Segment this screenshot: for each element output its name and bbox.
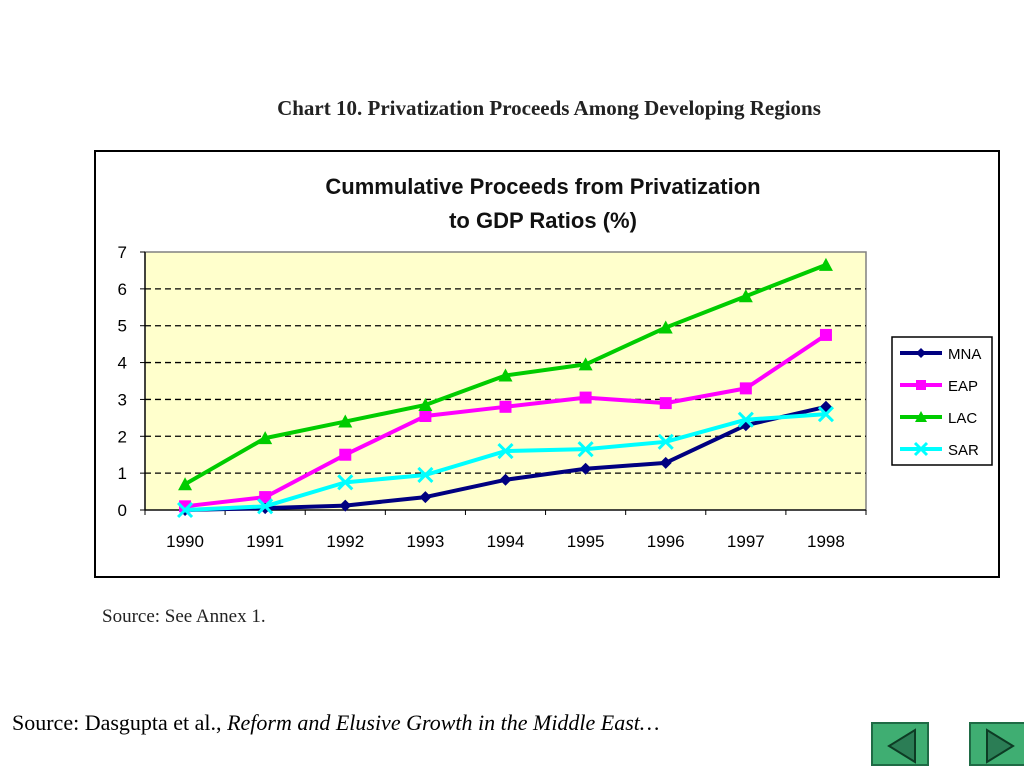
data-point-lac <box>178 477 193 491</box>
data-point-lac <box>418 397 433 411</box>
data-point-eap <box>259 491 272 504</box>
y-tick-label: 7 <box>118 243 127 262</box>
data-point-lac <box>818 257 833 271</box>
data-point-sar <box>497 442 514 460</box>
next-slide-button[interactable] <box>969 722 1024 766</box>
legend <box>891 336 993 466</box>
data-point-sar <box>737 411 754 428</box>
data-point-mna <box>499 473 512 486</box>
data-point-lac <box>338 414 353 428</box>
y-tick-label: 1 <box>118 464 127 483</box>
data-point-sar <box>337 474 354 491</box>
previous-slide-button[interactable] <box>871 722 929 766</box>
footer-citation-title: Reform and Elusive Growth in the Middle … <box>227 710 660 735</box>
data-point-lac <box>658 320 673 334</box>
data-point-sar <box>176 501 194 519</box>
x-tick-label: 1994 <box>487 532 525 551</box>
data-point-eap <box>659 397 672 410</box>
legend-marker-mna <box>916 348 926 358</box>
y-tick-label: 6 <box>118 280 127 299</box>
data-point-eap <box>499 400 512 413</box>
x-tick-label: 1996 <box>647 532 685 551</box>
y-tick-label: 4 <box>118 354 127 373</box>
x-tick-label: 1997 <box>727 532 765 551</box>
data-point-eap <box>339 448 352 461</box>
chart-title-line-1: Cummulative Proceeds from Privatization <box>325 174 761 199</box>
source-note: Source: See Annex 1. <box>102 606 266 627</box>
y-tick-label: 5 <box>118 317 127 336</box>
data-point-sar <box>817 406 835 423</box>
data-point-eap <box>819 328 832 341</box>
chart-title-line-2: to GDP Ratios (%) <box>449 208 637 233</box>
legend-marker-eap <box>916 380 926 390</box>
slide-heading: Chart 10. Privatization Proceeds Among D… <box>277 96 821 120</box>
data-point-eap <box>579 391 592 404</box>
data-point-mna <box>419 491 432 504</box>
legend-marker-sar <box>913 441 929 457</box>
x-tick-label: 1992 <box>326 532 364 551</box>
legend-label-lac: LAC <box>948 410 977 427</box>
footer-citation-prefix: Source: Dasgupta et al., <box>12 710 228 735</box>
data-point-sar <box>257 498 274 515</box>
data-point-lac <box>258 431 273 445</box>
data-point-sar <box>577 441 594 458</box>
y-tick-label: 0 <box>118 501 127 520</box>
data-point-mna <box>579 462 592 475</box>
x-tick-label: 1991 <box>246 532 284 551</box>
triangle-left-icon <box>887 728 916 764</box>
legend-marker-lac <box>915 411 927 422</box>
chart-title: Cummulative Proceeds from Privatization … <box>94 170 1000 238</box>
footer-citation: Source: Dasgupta et al., Reform and Elus… <box>12 710 659 736</box>
x-tick-label: 1993 <box>406 532 444 551</box>
legend-label-sar: SAR <box>948 442 979 459</box>
legend-label-mna: MNA <box>948 346 981 363</box>
y-tick-label: 3 <box>118 390 127 409</box>
data-point-mna <box>339 499 352 512</box>
data-point-sar <box>417 466 434 484</box>
triangle-right-icon <box>986 728 1015 764</box>
x-tick-label: 1990 <box>166 532 204 551</box>
x-tick-label: 1995 <box>567 532 605 551</box>
data-point-eap <box>739 382 752 395</box>
data-point-mna <box>659 456 672 469</box>
y-tick-label: 2 <box>118 427 127 446</box>
data-point-lac <box>578 357 593 371</box>
data-point-lac <box>738 289 753 303</box>
data-point-sar <box>657 433 674 450</box>
data-point-eap <box>419 410 432 423</box>
x-tick-label: 1998 <box>807 532 845 551</box>
data-point-lac <box>498 368 513 382</box>
legend-label-eap: EAP <box>948 378 978 395</box>
